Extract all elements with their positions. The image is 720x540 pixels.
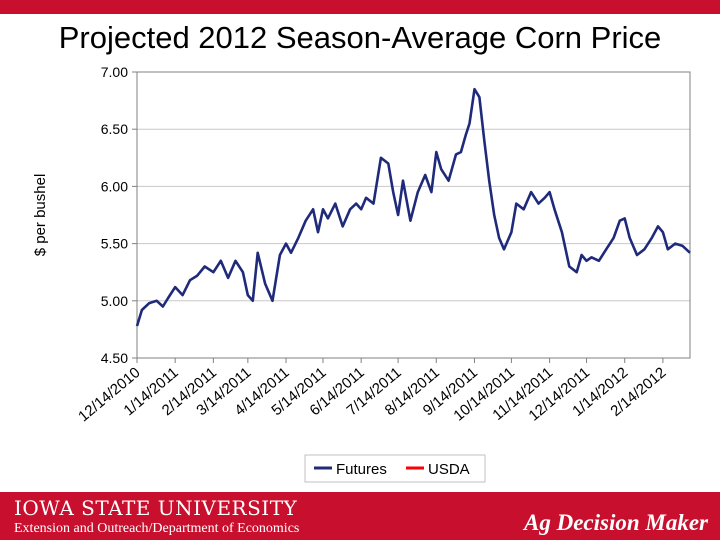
legend-box — [304, 454, 486, 483]
y-tick-label: 5.50 — [101, 236, 128, 252]
corn-price-chart: 4.50 5.00 5.50 6.00 6.50 7.00 12/14/20101/14/… — [32, 64, 691, 483]
x-axis-ticks: 12/14/20101/14/20112/14/20113/14/20114/1… — [75, 358, 669, 425]
plot-area — [136, 71, 691, 359]
y-tick-label: 5.00 — [101, 293, 128, 309]
university-logo: IOWA STATE UNIVERSITY — [14, 496, 298, 520]
series-group — [135, 87, 691, 327]
page-title: Projected 2012 Season-Average Corn Price — [58, 20, 662, 55]
legend-label-futures: Futures — [336, 461, 387, 478]
gridlines — [137, 128, 690, 302]
y-tick-label: 7.00 — [101, 64, 128, 80]
footer-bar — [0, 492, 720, 540]
y-axis-ticks: 4.50 5.00 5.50 6.00 6.50 7.00 — [101, 64, 137, 366]
brand-logo: Ag Decision Maker — [524, 510, 708, 535]
y-tick-label: 4.50 — [101, 350, 128, 366]
y-axis-label: $ per bushel — [32, 174, 49, 257]
legend-label-usda: USDA — [428, 461, 470, 478]
legend: Futures USDA — [304, 454, 486, 483]
y-tick-label: 6.00 — [101, 178, 128, 194]
series-line-futures — [135, 87, 691, 327]
department-text: Extension and Outreach/Department of Eco… — [14, 521, 300, 536]
top-accent-bar — [0, 0, 720, 14]
y-tick-label: 6.50 — [101, 121, 128, 137]
